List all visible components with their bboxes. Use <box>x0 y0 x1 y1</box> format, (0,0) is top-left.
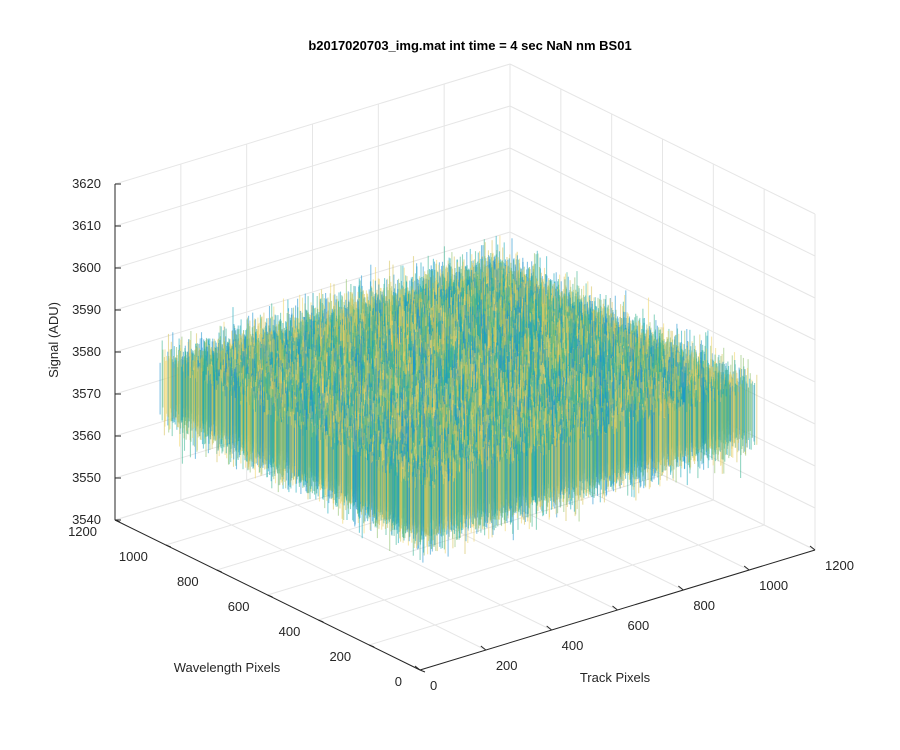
grid-line <box>114 63 511 185</box>
grid-line <box>509 189 816 341</box>
surface-plot <box>159 235 758 563</box>
chart-title: b2017020703_img.mat int time = 4 sec NaN… <box>308 38 631 53</box>
grid-line <box>114 147 511 269</box>
grid-line <box>318 499 714 621</box>
grid-line <box>509 63 816 215</box>
grid-line <box>509 105 816 257</box>
grid-line <box>114 105 511 227</box>
grid-line <box>509 231 816 383</box>
grid-line <box>114 189 511 311</box>
grid-line <box>369 524 765 646</box>
grid-line <box>509 147 816 299</box>
